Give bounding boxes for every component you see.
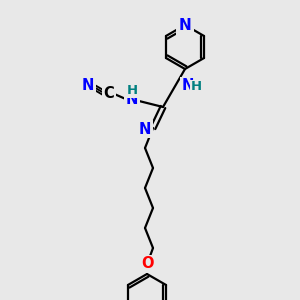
Text: C: C (103, 85, 114, 100)
Text: H: H (190, 80, 202, 94)
Text: N: N (182, 79, 194, 94)
Text: O: O (141, 256, 153, 272)
Text: H: H (126, 85, 138, 98)
Text: N: N (178, 17, 191, 32)
Text: N: N (139, 122, 151, 136)
Text: N: N (126, 92, 138, 107)
Text: N: N (82, 79, 94, 94)
